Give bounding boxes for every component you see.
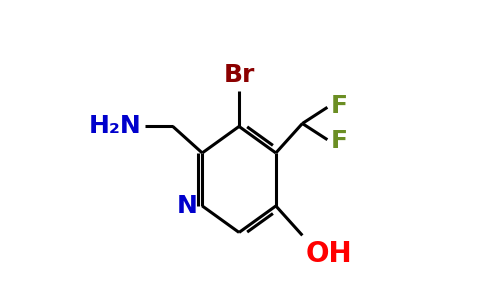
Text: OH: OH [305, 240, 352, 268]
Text: F: F [331, 94, 348, 118]
Text: H₂N: H₂N [89, 114, 142, 138]
Text: Br: Br [224, 63, 255, 87]
Text: F: F [331, 129, 348, 153]
Text: N: N [177, 194, 198, 218]
